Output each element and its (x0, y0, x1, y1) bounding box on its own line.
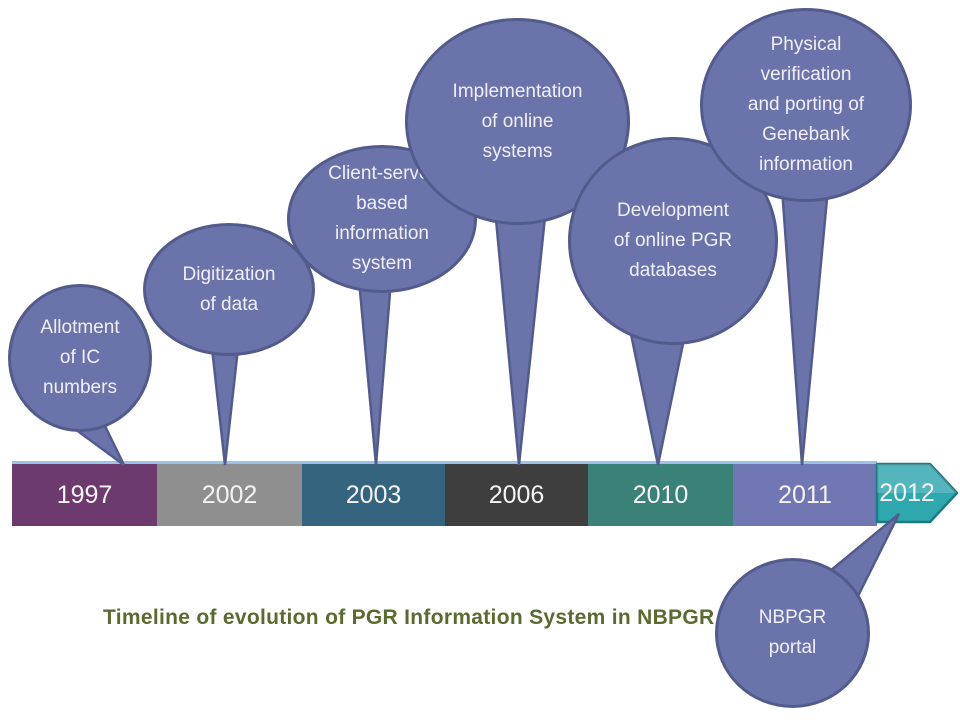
balloon-2011-physical-verification: Physical verification and porting of Gen… (700, 8, 912, 202)
timeline-bar: 1997 2002 2003 2006 2010 2011 (12, 461, 877, 526)
balloon-label: NBPGR portal (758, 607, 827, 658)
year-label-2010: 2010 (632, 480, 689, 509)
balloon-1997-allotment: Allotment of IC numbers (8, 284, 152, 432)
year-label-2003: 2003 (345, 480, 402, 509)
year-label-2012: 2012 (879, 478, 935, 507)
balloon-label: Digitization of data (182, 263, 276, 315)
year-label-1997: 1997 (56, 480, 113, 509)
balloon-label: Implementation of online systems (452, 80, 583, 162)
balloon-2012-nbpgr-portal: NBPGR portal (715, 558, 870, 708)
balloon-label: Physical verification and porting of Gen… (747, 34, 865, 175)
year-label-2006: 2006 (488, 480, 545, 509)
timeline-segment-2006: 2006 (445, 464, 588, 526)
timeline-segment-1997: 1997 (12, 464, 157, 526)
timeline-segment-2002: 2002 (157, 464, 302, 526)
balloon-label: Development of online PGR databases (613, 200, 733, 281)
diagram-caption: Timeline of evolution of PGR Information… (103, 606, 715, 629)
year-label-2011: 2011 (778, 480, 832, 509)
balloon-label: Client-server based information system (328, 163, 436, 274)
balloon-label: Allotment of IC numbers (40, 317, 120, 398)
year-label-2002: 2002 (201, 480, 258, 509)
timeline-segment-2003: 2003 (302, 464, 445, 526)
balloon-2002-digitization: Digitization of data (143, 223, 315, 356)
timeline-segment-2010: 2010 (588, 464, 733, 526)
